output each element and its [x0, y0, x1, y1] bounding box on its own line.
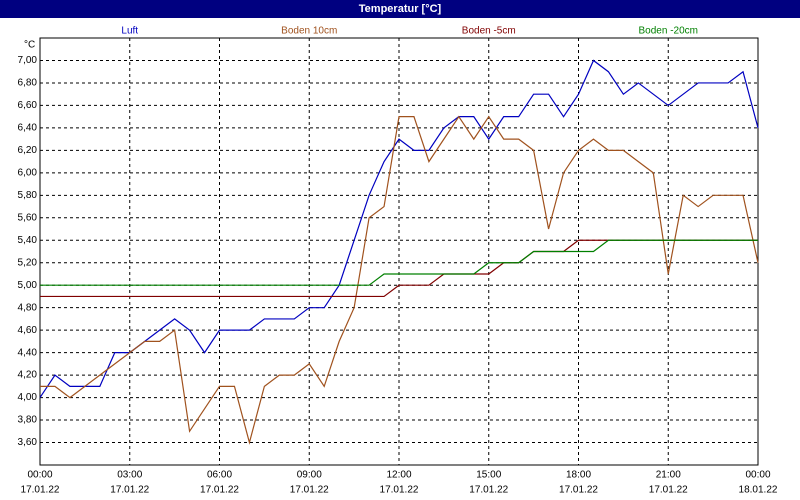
y-tick-label: 4,00 — [18, 392, 38, 403]
y-tick-label: 6,20 — [18, 145, 38, 156]
x-tick-label: 00:00 — [27, 470, 52, 481]
y-tick-label: 4,40 — [18, 347, 38, 358]
x-tick-date: 18.01.22 — [739, 485, 778, 496]
x-tick-label: 06:00 — [207, 470, 232, 481]
series-line — [40, 115, 759, 445]
y-tick-label: 5,80 — [18, 190, 38, 201]
x-tick-label: 03:00 — [117, 470, 142, 481]
x-tick-date: 17.01.22 — [559, 485, 598, 496]
x-tick-date: 17.01.22 — [200, 485, 239, 496]
x-tick-date: 17.01.22 — [649, 485, 688, 496]
x-tick-label: 00:00 — [745, 470, 770, 481]
y-tick-label: 5,40 — [18, 235, 38, 246]
x-tick-label: 18:00 — [566, 470, 591, 481]
x-tick-label: 21:00 — [656, 470, 681, 481]
y-tick-label: 3,60 — [18, 437, 38, 448]
x-tick-date: 17.01.22 — [380, 485, 419, 496]
x-tick-date: 17.01.22 — [469, 485, 508, 496]
x-tick-date: 17.01.22 — [290, 485, 329, 496]
title-bar — [0, 0, 800, 18]
y-tick-label: 4,80 — [18, 302, 38, 313]
y-tick-label: 4,60 — [18, 325, 38, 336]
y-tick-label: 6,80 — [18, 78, 38, 89]
y-tick-label: 3,80 — [18, 415, 38, 426]
y-tick-label: 5,20 — [18, 257, 38, 268]
x-tick-date: 17.01.22 — [21, 485, 60, 496]
legend-entry: Luft — [121, 26, 138, 37]
y-tick-label: 4,20 — [18, 370, 38, 381]
legend-entry: Boden -20cm — [639, 26, 698, 37]
y-tick-label: 6,00 — [18, 167, 38, 178]
x-tick-label: 12:00 — [386, 470, 411, 481]
y-tick-label: 6,40 — [18, 123, 38, 134]
legend-entry: Boden -5cm — [462, 26, 516, 37]
x-tick-label: 09:00 — [297, 470, 322, 481]
series-line — [40, 239, 758, 286]
chart-title: Temperatur [°C] — [359, 3, 442, 15]
y-unit: °C — [24, 40, 35, 51]
y-tick-label: 7,00 — [18, 55, 38, 66]
legend-entry: Boden 10cm — [281, 26, 337, 37]
x-tick-date: 17.01.22 — [110, 485, 149, 496]
y-tick-label: 5,60 — [18, 212, 38, 223]
x-tick-label: 15:00 — [476, 470, 501, 481]
y-tick-label: 6,60 — [18, 100, 38, 111]
y-tick-label: 5,00 — [18, 280, 38, 291]
series-line — [39, 59, 759, 398]
